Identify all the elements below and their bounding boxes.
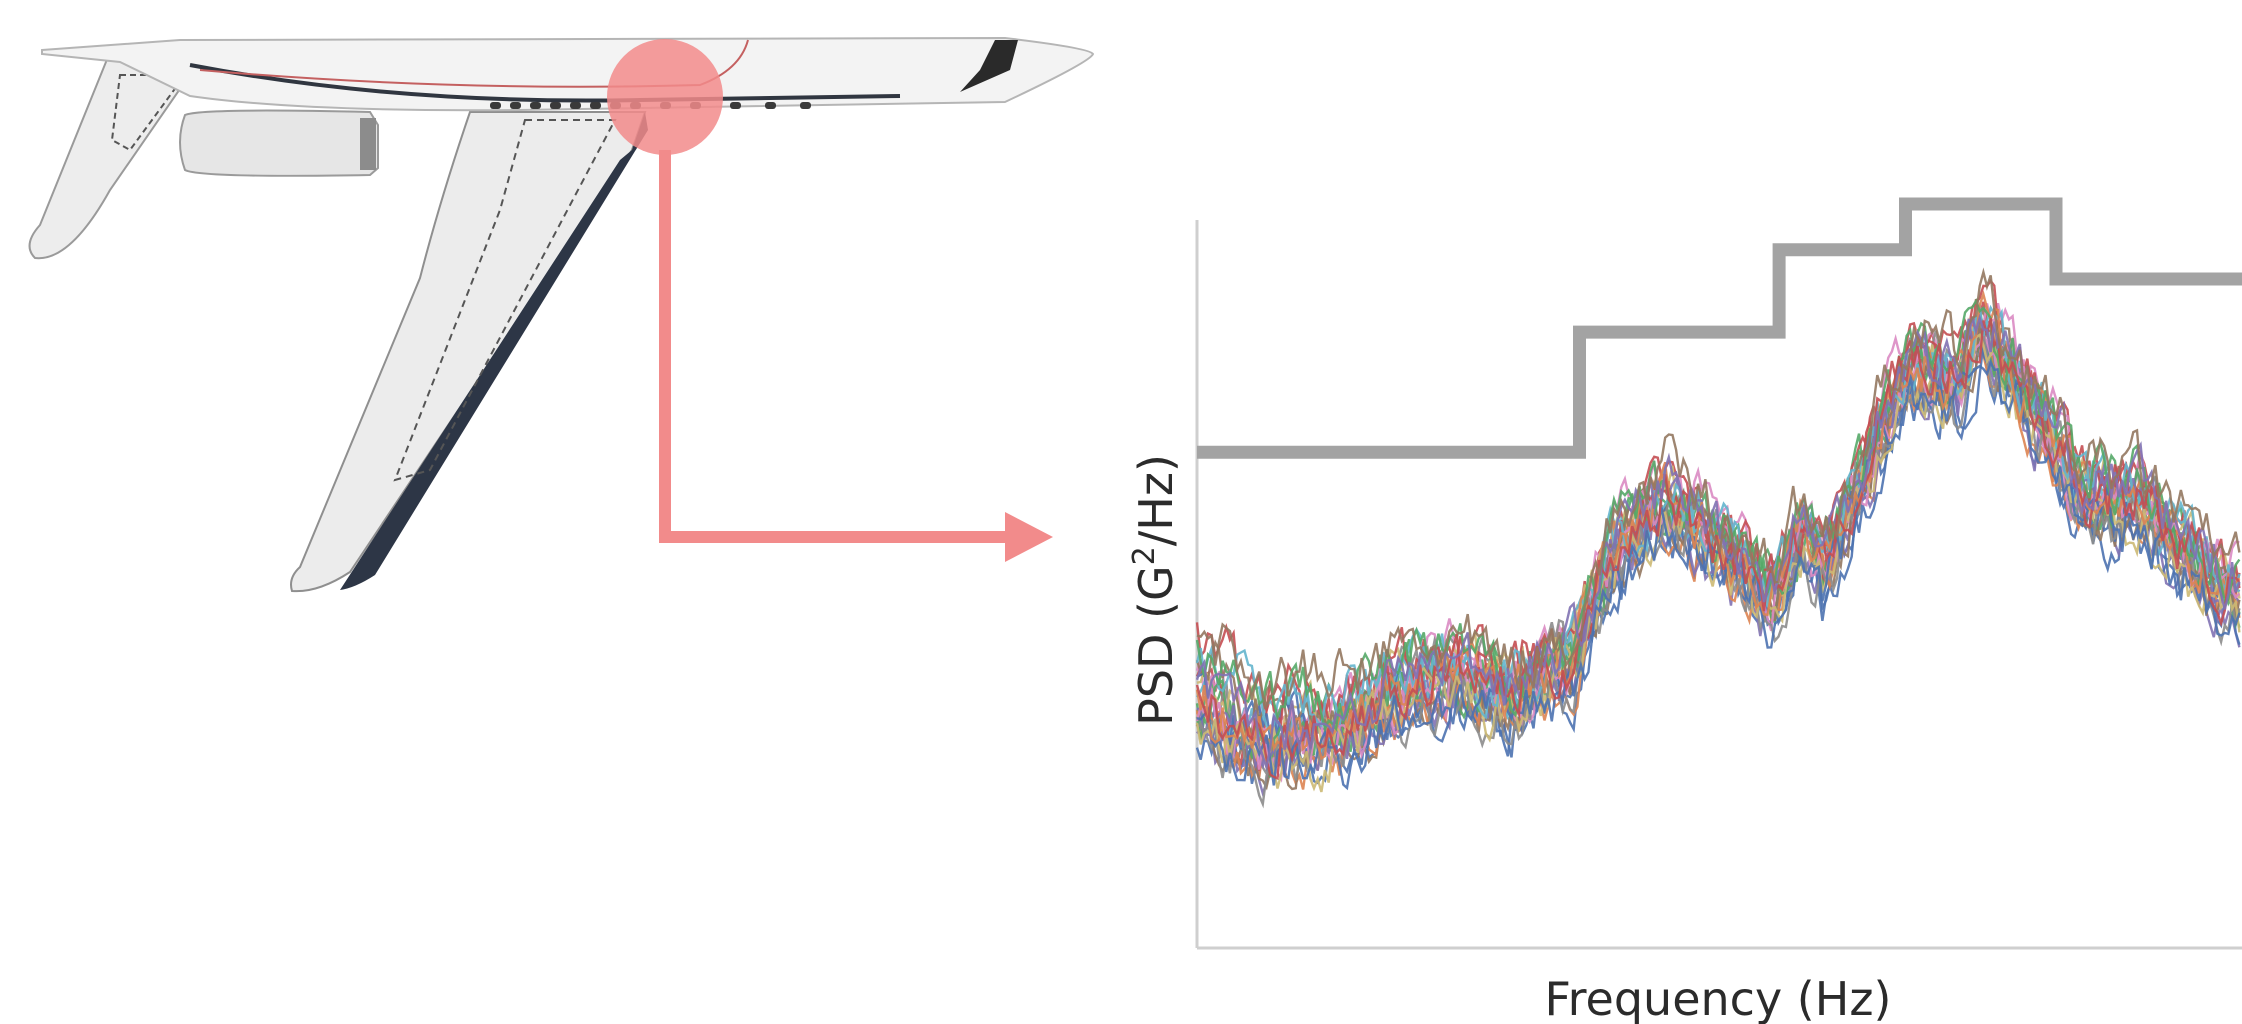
highlight-circle <box>607 39 723 155</box>
y-axis-title: PSD (G2/Hz) <box>1127 454 1183 726</box>
psd-chart: Frequency (Hz) PSD (G2/Hz) <box>1127 197 2242 1024</box>
wing-flap-outline <box>393 119 617 482</box>
y-axis-title-superscript: 2 <box>1127 546 1162 565</box>
fuselage <box>41 36 1095 112</box>
measurement-traces <box>1195 267 2241 809</box>
tail-stabilizer <box>28 50 202 260</box>
main-wing <box>290 111 647 593</box>
arrow-head <box>1005 512 1053 562</box>
cockpit-window <box>960 40 1018 92</box>
cheatline <box>199 39 749 88</box>
y-axis-title-main: PSD (G <box>1129 565 1183 726</box>
fuselage-stripe <box>189 63 901 103</box>
psd-trace-26 <box>1196 267 2241 710</box>
test-envelope-line <box>1197 197 2242 459</box>
connector-line <box>659 150 1010 543</box>
engine-exhaust <box>360 118 376 170</box>
engine <box>179 109 379 177</box>
highlight-callout <box>607 39 1053 562</box>
y-axis-title-unit: /Hz) <box>1129 454 1183 546</box>
x-axis-title: Frequency (Hz) <box>1545 972 1892 1024</box>
aircraft-illustration <box>28 36 1095 593</box>
